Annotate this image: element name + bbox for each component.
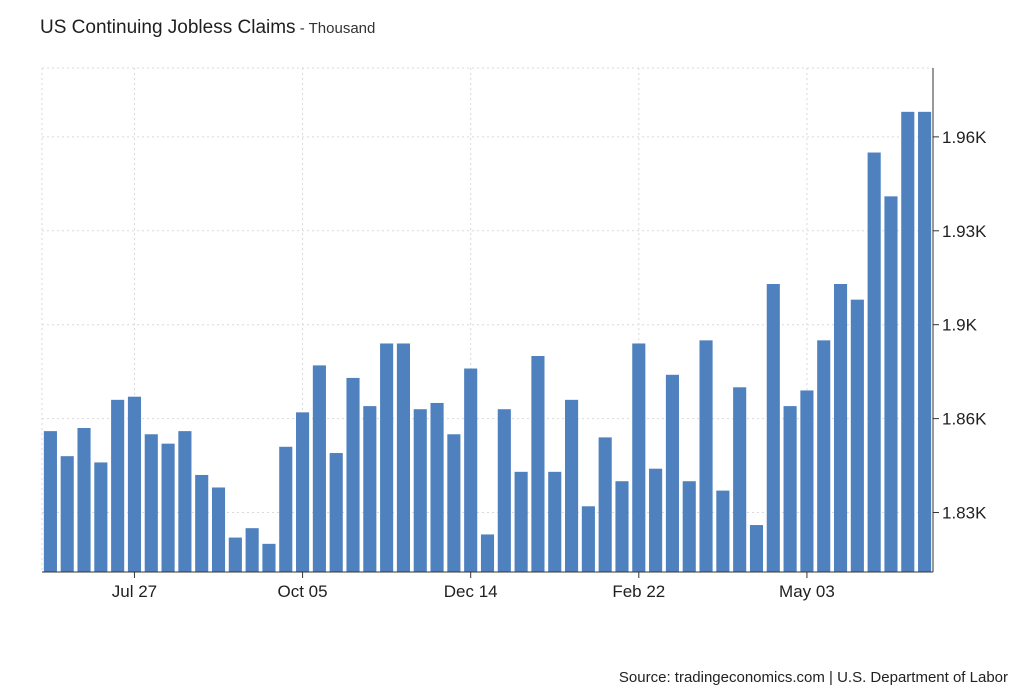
- y-tick-label: 1.9K: [942, 316, 978, 335]
- bar: [649, 468, 663, 572]
- bar: [783, 406, 797, 572]
- y-tick-label: 1.96K: [942, 128, 987, 147]
- bar: [430, 402, 444, 572]
- bar: [312, 365, 326, 572]
- y-tick-label: 1.83K: [942, 504, 987, 523]
- bar: [447, 434, 461, 572]
- x-tick-label: May 03: [779, 582, 835, 601]
- bar: [548, 471, 562, 572]
- bar: [699, 340, 713, 572]
- bar: [716, 490, 730, 572]
- bar: [363, 406, 377, 572]
- bar: [581, 506, 595, 572]
- bar: [682, 481, 696, 572]
- bar: [178, 431, 192, 572]
- bar: [817, 340, 831, 572]
- bar: [833, 284, 848, 572]
- bar: [279, 446, 293, 572]
- bar: [598, 437, 612, 572]
- chart-title-row: US Continuing Jobless Claims - Thousand: [40, 17, 375, 39]
- bar: [161, 443, 175, 572]
- bar: [94, 462, 108, 572]
- x-tick-label: Oct 05: [278, 582, 328, 601]
- bar: [497, 409, 511, 572]
- bar: [800, 390, 814, 572]
- bar: [514, 471, 528, 572]
- grid-lines: [41, 67, 933, 572]
- source-note: Source: tradingeconomics.com | U.S. Depa…: [618, 669, 1008, 686]
- bar: [632, 343, 646, 572]
- bar: [346, 377, 360, 572]
- tick-labels: 1.83K 1.86K 1.9K 1.93K 1.96K Jul 27 Oct 05 Dec …: [112, 128, 987, 601]
- bar: [615, 481, 629, 572]
- bar: [144, 434, 158, 572]
- bar: [413, 409, 427, 572]
- chart-unit: Thousand: [308, 20, 376, 37]
- title-separator: -: [295, 20, 309, 37]
- x-tick-label: Jul 27: [112, 582, 157, 601]
- bar: [464, 368, 478, 572]
- x-tick-label: Dec 14: [444, 582, 498, 601]
- bar: [211, 487, 226, 572]
- bar: [766, 284, 780, 572]
- bar: [901, 111, 915, 573]
- bar: [228, 537, 242, 572]
- bar: [867, 152, 881, 573]
- bars: [43, 111, 932, 573]
- bar: [531, 356, 545, 572]
- x-tick-label: Feb 22: [612, 582, 665, 601]
- bar: [127, 396, 142, 572]
- bar: [850, 299, 864, 572]
- bar: [195, 474, 209, 572]
- bar: [111, 399, 125, 572]
- axes: [42, 68, 939, 578]
- bar: [245, 528, 259, 572]
- bar: [749, 525, 764, 572]
- bar: [60, 456, 74, 572]
- bar: [884, 196, 898, 572]
- bar: [565, 399, 579, 572]
- chart-title: US Continuing Jobless Claims: [40, 17, 296, 38]
- bar: [43, 431, 57, 572]
- bar: [396, 343, 410, 572]
- y-tick-label: 1.93K: [942, 222, 987, 241]
- bar: [77, 428, 91, 572]
- bar: [733, 387, 747, 572]
- bar: [296, 412, 310, 572]
- bar: [329, 453, 343, 572]
- bar: [262, 543, 276, 572]
- bar: [380, 343, 394, 572]
- bar: [918, 111, 932, 573]
- bar: [480, 534, 495, 572]
- y-tick-label: 1.86K: [942, 410, 987, 429]
- bar: [665, 374, 679, 572]
